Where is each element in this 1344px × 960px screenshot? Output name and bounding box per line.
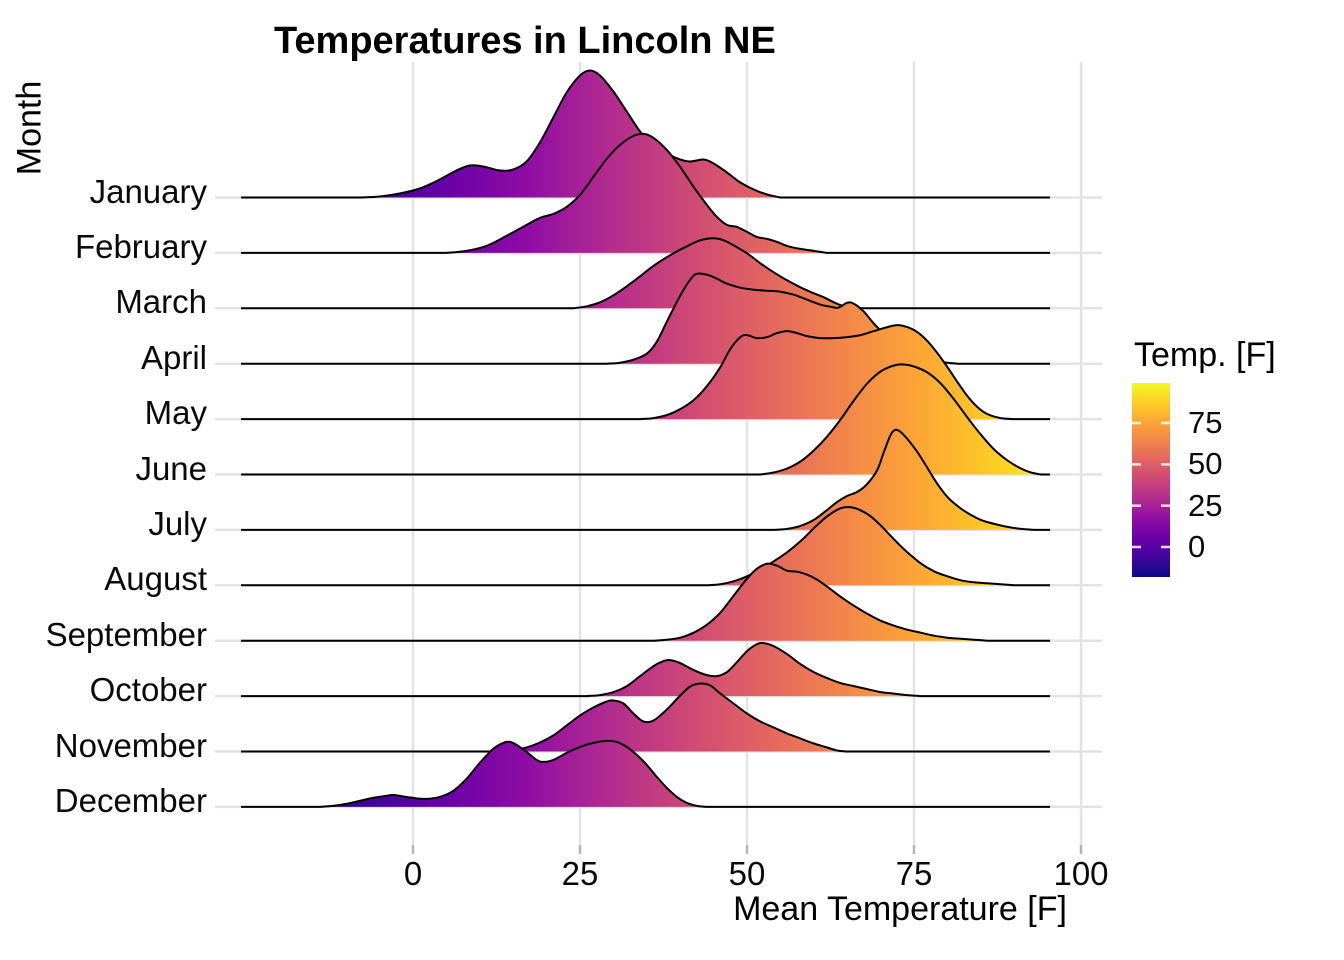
legend-label-25: 25 xyxy=(1188,487,1223,523)
x-axis-label-0: 0 xyxy=(403,855,423,892)
y-axis-title: Month xyxy=(10,80,49,176)
ridge-july xyxy=(241,428,1050,531)
x-axis-ticks xyxy=(411,845,1083,854)
y-axis-label-may: May xyxy=(144,394,207,432)
legend-title: Temp. [F] xyxy=(1134,336,1276,374)
y-axis-label-september: September xyxy=(45,615,207,653)
ridges xyxy=(241,69,1050,808)
y-axis-label-december: December xyxy=(54,781,207,819)
x-axis-label-100: 100 xyxy=(1053,855,1109,892)
y-axis-label-august: August xyxy=(104,560,207,598)
ridge-may xyxy=(241,324,1050,421)
legend-colorbar xyxy=(1132,383,1170,577)
ridge-november xyxy=(241,682,1050,753)
ridge-june xyxy=(241,363,1050,476)
y-axis-label-june: June xyxy=(135,449,207,487)
y-axis-label-january: January xyxy=(89,172,207,210)
ridge-december xyxy=(241,739,1050,808)
plot-title: Temperatures in Lincoln NE xyxy=(274,20,776,62)
ridge-march xyxy=(241,237,1050,310)
x-axis-label-50: 50 xyxy=(728,855,766,892)
ridge-february xyxy=(241,132,1050,254)
y-axis-label-july: July xyxy=(148,504,207,542)
ridge-october xyxy=(241,641,1050,698)
ridge-september xyxy=(241,562,1050,642)
y-axis-label-april: April xyxy=(140,338,207,376)
y-axis-label-march: March xyxy=(115,283,207,321)
colorbar-gradient xyxy=(1132,383,1170,577)
x-axis-label-75: 75 xyxy=(895,855,933,892)
y-axis-label-october: October xyxy=(89,671,207,709)
x-axis-label-25: 25 xyxy=(561,855,599,892)
legend-label-0: 0 xyxy=(1188,529,1206,564)
legend-label-50: 50 xyxy=(1188,446,1223,482)
x-axis-title: Mean Temperature [F] xyxy=(733,890,1067,928)
legend-label-75: 75 xyxy=(1188,405,1223,440)
y-axis-label-february: February xyxy=(74,227,207,265)
y-axis-label-november: November xyxy=(54,726,207,764)
